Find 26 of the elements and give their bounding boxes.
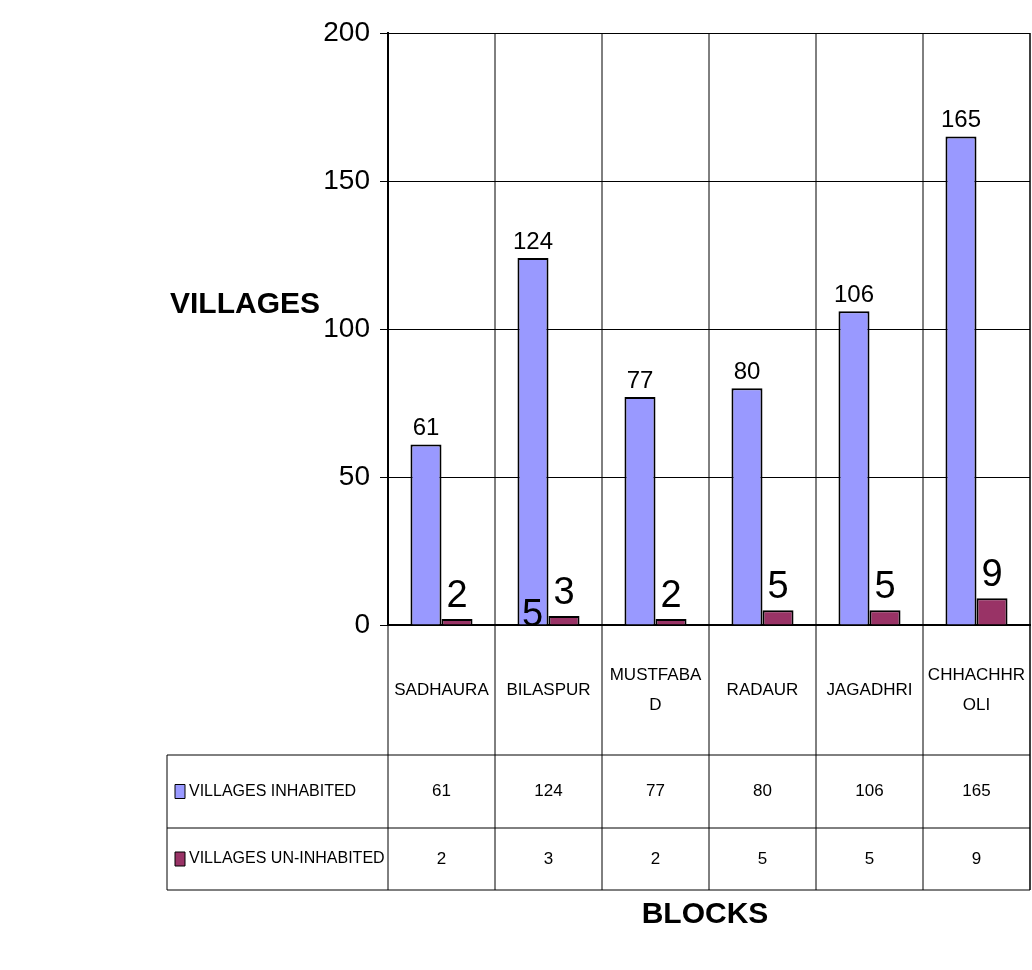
annotation: 2 (660, 572, 682, 615)
annotation: 61 (412, 413, 440, 441)
x-tick-label: BILASPUR (506, 679, 591, 699)
y-tick-label: 50 (338, 459, 370, 491)
x-tick-label: MUSTFABAD (609, 664, 702, 714)
x-tick-label: RADAUR (726, 679, 799, 699)
x-tick-label: CHHACHHROLI (927, 664, 1026, 714)
annotation: 80 (733, 356, 761, 384)
annotation: 124 (512, 226, 554, 254)
y-tick-label: 200 (323, 15, 370, 47)
y-tick-label: 150 (323, 163, 370, 195)
annotation: 5 (874, 563, 896, 606)
annotation: 9 (981, 551, 1003, 594)
annotation: 77 (626, 365, 654, 393)
y-tick-label: 0 (354, 607, 370, 639)
annotation: 106 (833, 279, 875, 307)
x-tick-label: JAGADHRI (826, 679, 913, 699)
annotation: 165 (940, 105, 982, 133)
annotation: 5 (767, 563, 789, 606)
x-tick-label: SADHAURA (394, 679, 490, 699)
annotation: 5 (521, 592, 544, 635)
y-tick-label: 100 (323, 311, 370, 343)
text: BLOCKS (641, 896, 769, 930)
y-axis-title: VILLAGES (169, 286, 321, 320)
annotation: 2 (446, 572, 468, 615)
annotation: 3 (553, 569, 575, 612)
